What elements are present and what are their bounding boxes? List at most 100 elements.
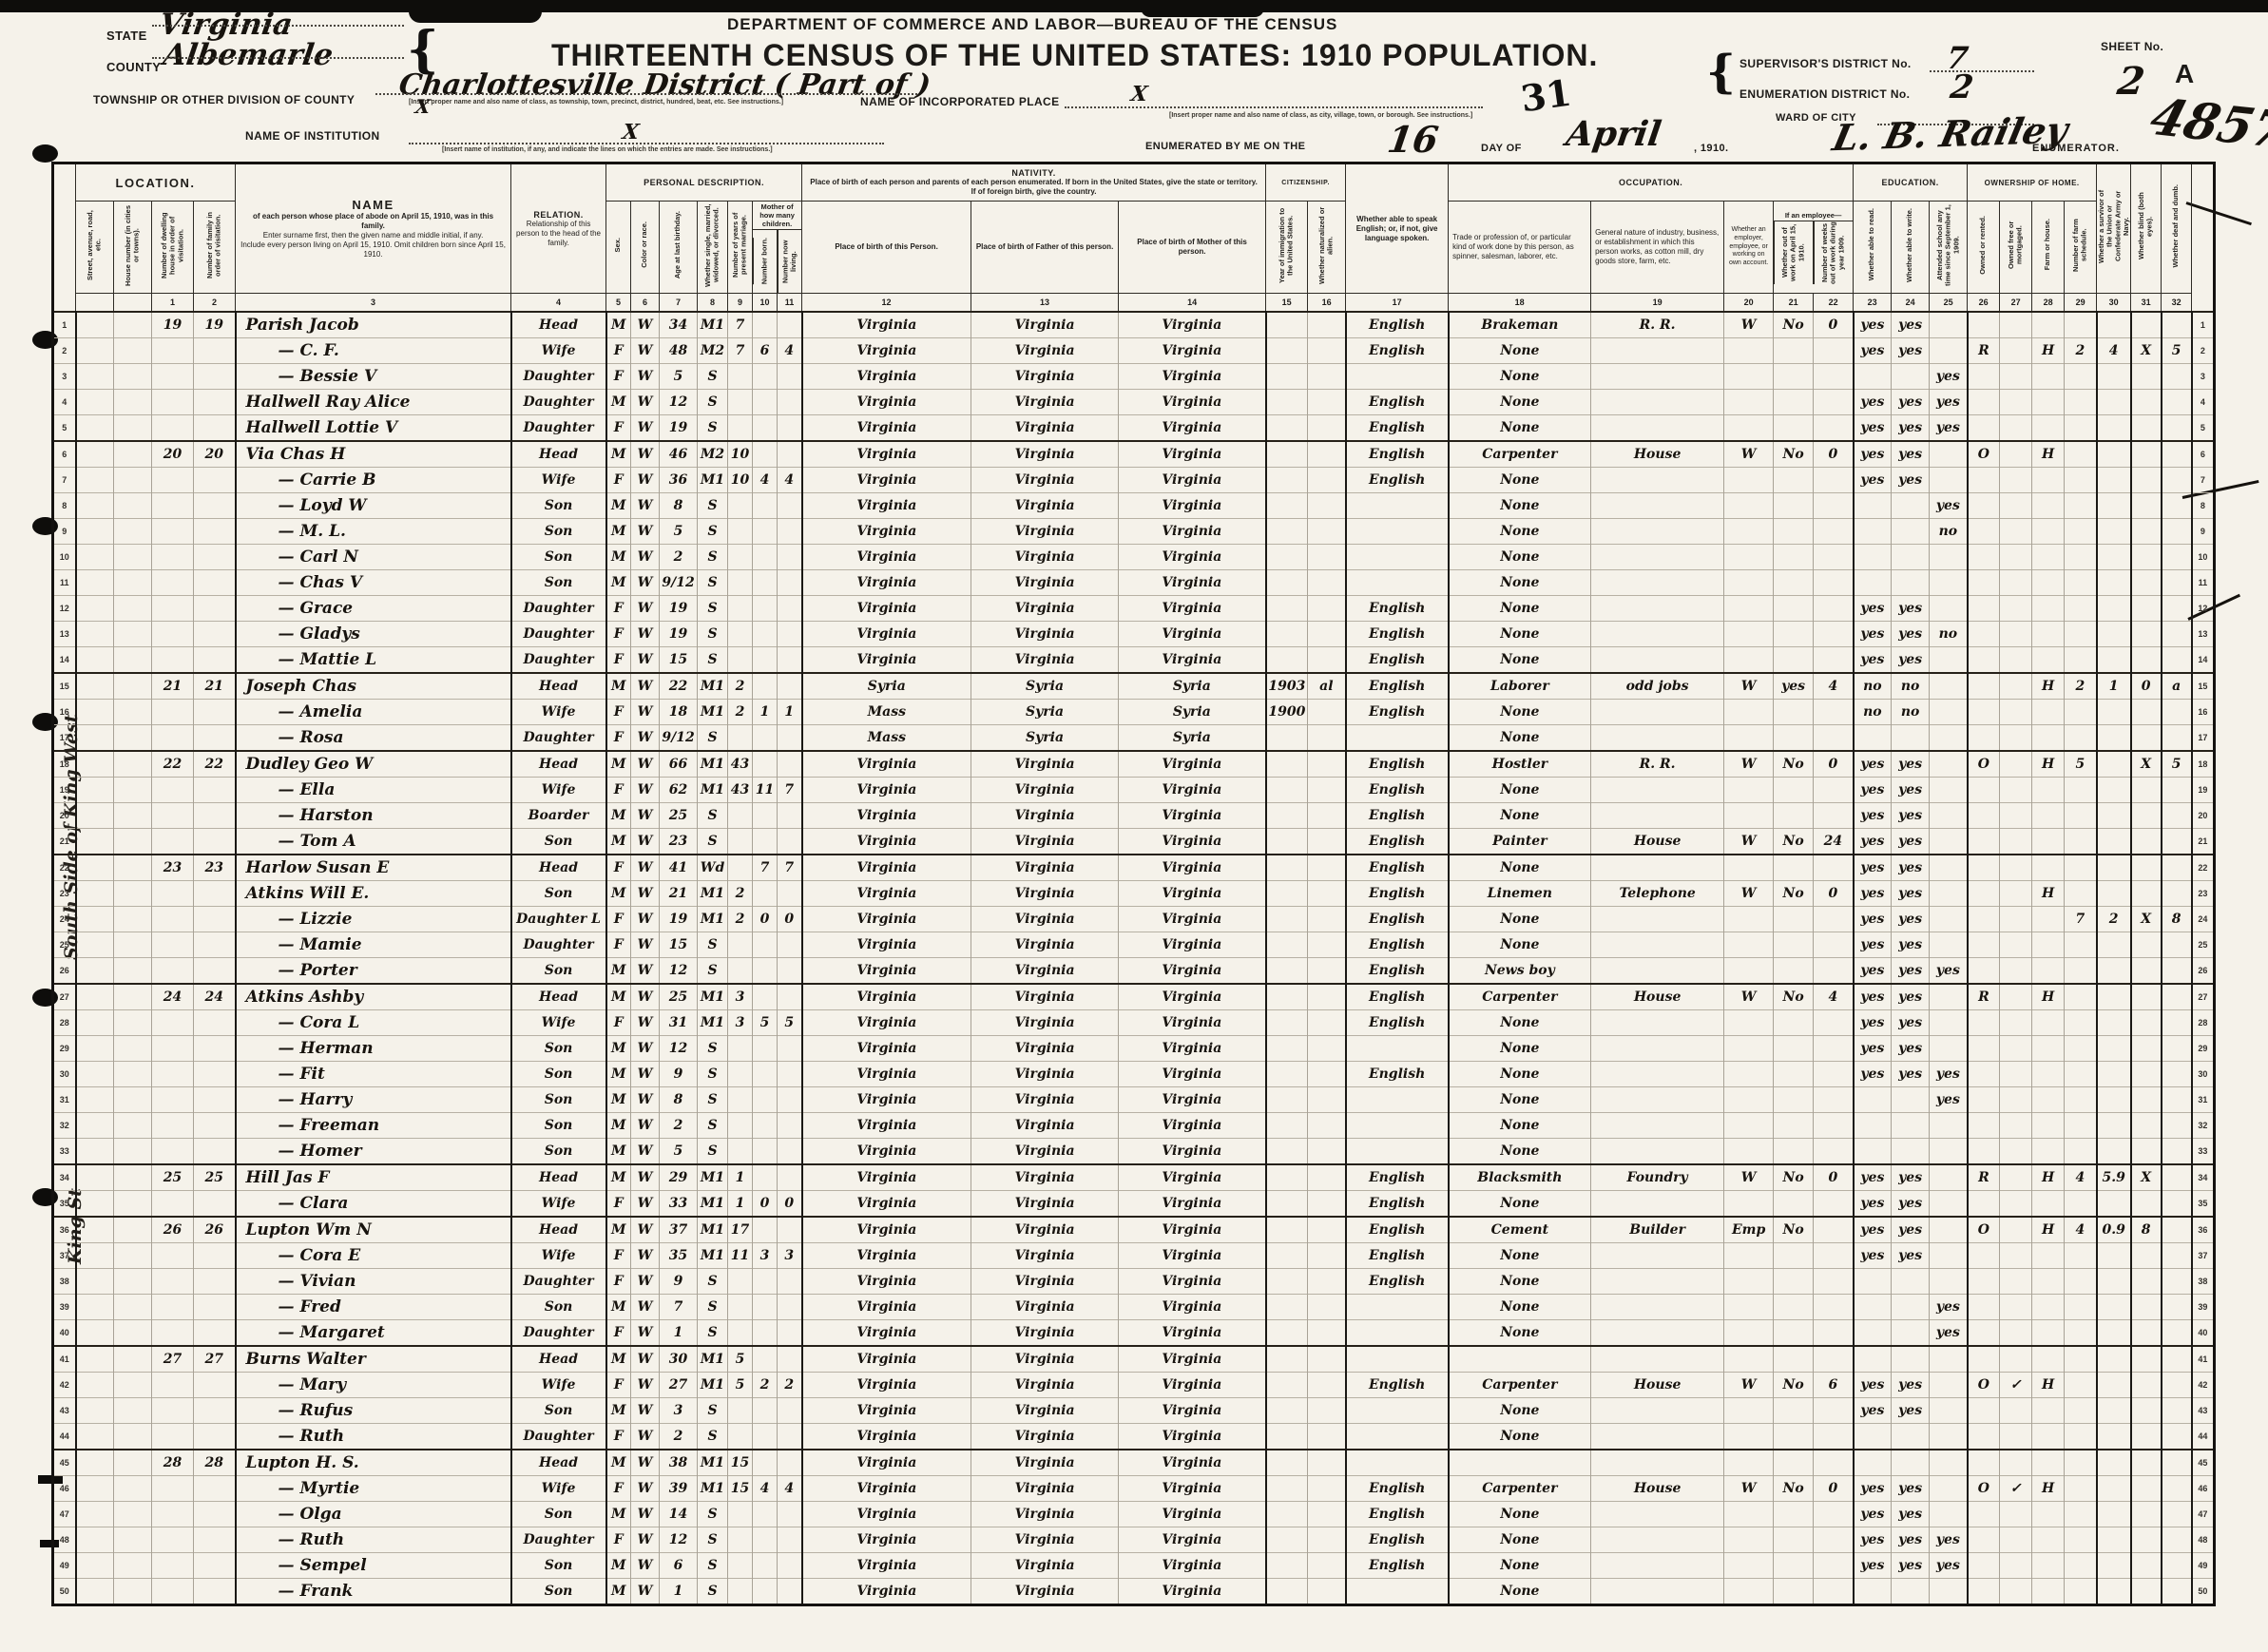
cell-pm: Virginia [1118, 621, 1267, 647]
children-living-column-header: Number now living. [778, 230, 801, 293]
cell-emp [1723, 1268, 1775, 1295]
table-row: 9— M. L. Son M W 5 S Virginia Virginia Virginia N… [52, 518, 2216, 545]
cell-wk [1813, 1061, 1855, 1087]
cell-f [193, 1061, 237, 1087]
cell-mg [1999, 1294, 2033, 1320]
cell-a: 2 [659, 1112, 699, 1139]
cell-t: None [1448, 1319, 1592, 1346]
cell-wk [1813, 363, 1855, 390]
cell-a: 1 [659, 1578, 699, 1605]
cell-ln: 18 [52, 750, 77, 778]
cell-i [1590, 1190, 1725, 1217]
cell-na [1307, 414, 1347, 441]
cell-pm: Virginia [1118, 1112, 1267, 1139]
cell-d [151, 544, 194, 570]
cell-df [2161, 1190, 2193, 1217]
table-row: 21— Tom A Son M W 23 S Virginia Virginia Virgini… [52, 828, 2216, 855]
column-number: 13 [971, 293, 1120, 313]
cell-house [113, 492, 152, 519]
cell-d [151, 389, 194, 415]
cell-o [1967, 363, 2001, 390]
cell-sv [2096, 544, 2132, 570]
cell-house [113, 1035, 152, 1062]
cell-wr: yes [1891, 621, 1931, 647]
cell-pf: Virginia [971, 828, 1120, 855]
cell-y [727, 1138, 754, 1164]
cell-d [151, 1190, 194, 1217]
cell-na [1307, 828, 1347, 855]
cell-na [1307, 311, 1347, 338]
cell-y: 5 [727, 1372, 754, 1398]
cell-street [75, 672, 114, 700]
personal-description-group: PERSONAL DESCRIPTION. [605, 163, 803, 202]
cell-fh [2031, 569, 2066, 596]
cell-na [1307, 1163, 1347, 1191]
cell-ow [1773, 544, 1815, 570]
cell-r: Wife [510, 777, 607, 803]
cell-ln: 36 [52, 1216, 77, 1243]
table-row: 29— Herman Son M W 12 S Virginia Virginia Virgin… [52, 1035, 2216, 1062]
cell-d [151, 1242, 194, 1269]
cell-i [1590, 1086, 1725, 1113]
cell-i [1590, 1449, 1725, 1476]
cell-n: — Sempel [235, 1552, 512, 1579]
cell-fh: H [2031, 1216, 2066, 1243]
cell-mg [1999, 544, 2033, 570]
cell-o [1967, 1578, 2001, 1605]
cell-df [2161, 724, 2193, 751]
cell-na [1307, 337, 1347, 364]
cell-ln: 4 [52, 389, 77, 415]
cell-wr: yes [1891, 1163, 1931, 1191]
cell-e: English [1345, 854, 1450, 881]
cell-df [2161, 544, 2193, 570]
cell-t: None [1448, 1138, 1592, 1164]
cell-wk [1813, 1527, 1855, 1553]
cell-ln: 14 [52, 646, 77, 673]
cell-lnr: 10 [2191, 544, 2216, 570]
cell-wk [1813, 1397, 1855, 1424]
cell-wk: 0 [1813, 880, 1855, 907]
cell-r: Son [510, 1035, 607, 1062]
cell-sc: no [1929, 621, 1969, 647]
cell-im [1265, 854, 1309, 881]
cell-fh [2031, 621, 2066, 647]
cell-wk [1813, 1242, 1855, 1269]
cell-df [2161, 777, 2193, 803]
cell-m: S [697, 1268, 729, 1295]
cell-emp [1723, 854, 1775, 881]
cell-pm: Virginia [1118, 957, 1267, 984]
cell-rd [1853, 1086, 1893, 1113]
cell-fs [2064, 854, 2098, 881]
column-number: 17 [1345, 293, 1450, 313]
cell-ow [1773, 492, 1815, 519]
cell-house [113, 363, 152, 390]
cell-street [75, 828, 114, 855]
cell-mg [1999, 1319, 2033, 1346]
cell-y [727, 389, 754, 415]
cell-sv [2096, 957, 2132, 984]
cell-df [2161, 699, 2193, 725]
cell-r: Head [510, 1449, 607, 1476]
cell-ln: 39 [52, 1294, 77, 1320]
cell-r: Daughter [510, 595, 607, 622]
cell-pf: Virginia [971, 932, 1120, 958]
cell-d [151, 932, 194, 958]
cell-mg [1999, 750, 2033, 778]
cell-o: R [1967, 1163, 2001, 1191]
cell-l [777, 1112, 803, 1139]
cell-e: English [1345, 777, 1450, 803]
cell-street [75, 1112, 114, 1139]
cell-m: M1 [697, 672, 729, 700]
cell-i [1590, 777, 1725, 803]
cell-street [75, 1527, 114, 1553]
cell-sv [2096, 646, 2132, 673]
cell-s: F [605, 337, 632, 364]
cell-bl [2130, 777, 2162, 803]
cell-fh [2031, 802, 2066, 829]
cell-rd: yes [1853, 983, 1893, 1010]
cell-ow [1773, 1268, 1815, 1295]
cell-y: 43 [727, 750, 754, 778]
cell-fh [2031, 1294, 2066, 1320]
cell-o [1967, 802, 2001, 829]
table-row: 32— Freeman Son M W 2 S Virginia Virginia Virgin… [52, 1112, 2216, 1139]
